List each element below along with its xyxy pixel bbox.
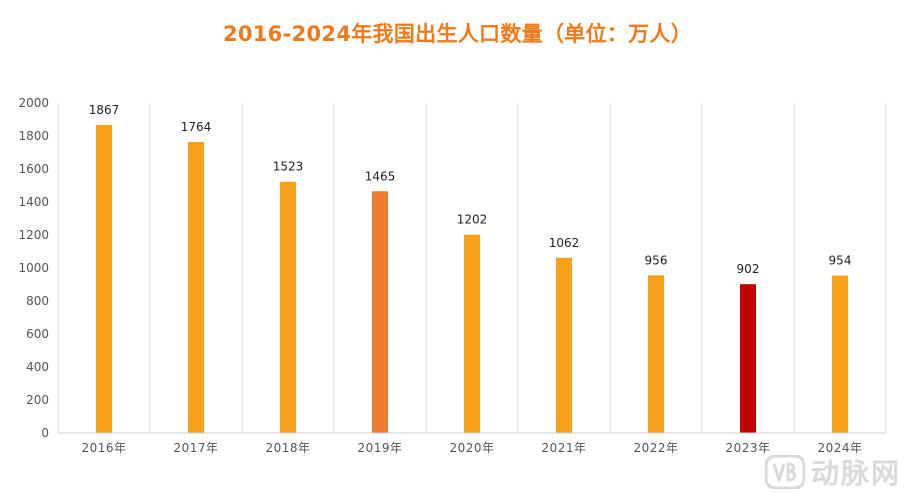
data-label: 1465: [365, 169, 396, 183]
y-tick-label: 800: [26, 294, 49, 308]
data-label: 1867: [89, 103, 120, 117]
x-tick-label: 2024年: [817, 441, 862, 455]
data-label: 1202: [457, 213, 488, 227]
bar: [556, 257, 572, 433]
x-tick-label: 2021年: [541, 441, 586, 455]
y-tick-label: 200: [26, 393, 49, 407]
data-label: 1062: [549, 236, 580, 250]
y-tick-label: 1800: [18, 129, 49, 143]
bar: [188, 141, 204, 433]
x-tick-label: 2018年: [265, 441, 310, 455]
y-tick-label: 1200: [18, 228, 49, 242]
watermark-text: 动脉网: [810, 457, 901, 490]
x-tick-label: 2016年: [81, 441, 126, 455]
vb-logo-icon: [764, 455, 805, 489]
y-tick-label: 1000: [18, 261, 49, 275]
data-label: 1764: [181, 120, 212, 134]
bar: [740, 284, 756, 433]
watermark: 动脉网: [764, 452, 901, 492]
data-label: 956: [645, 253, 668, 267]
x-tick-label: 2022年: [633, 441, 678, 455]
x-tick-label: 2020年: [449, 441, 494, 455]
y-tick-label: 2000: [18, 96, 49, 110]
y-tick-label: 600: [26, 327, 49, 341]
data-label: 902: [737, 262, 760, 276]
y-tick-label: 400: [26, 360, 49, 374]
y-tick-label: 1400: [18, 195, 49, 209]
data-labels: 1867 1764 1523 1465 1202 1062 956 902 954: [89, 103, 852, 276]
x-tick-label: 2019年: [357, 441, 402, 455]
data-label: 954: [829, 254, 852, 268]
bar: [96, 124, 112, 433]
y-axis: 0 200 400 600 800 1000 1200 1400 1600 1800 2000: [18, 96, 49, 440]
x-tick-label: 2017年: [173, 441, 218, 455]
bars: [96, 124, 848, 433]
data-label: 1523: [273, 160, 304, 174]
bar: [832, 275, 848, 433]
chart-title: 2016-2024年我国出生人口数量（单位：万人）: [222, 22, 693, 46]
grid-lines: [57, 103, 887, 433]
y-tick-label: 0: [41, 426, 49, 440]
bar: [372, 191, 388, 433]
bar: [280, 181, 296, 433]
bar: [648, 275, 664, 433]
y-tick-label: 1600: [18, 162, 49, 176]
x-tick-label: 2023年: [725, 441, 770, 455]
bar: [464, 234, 480, 433]
x-axis: 2016年 2017年 2018年 2019年 2020年 2021年 2022年 2023年…: [58, 432, 886, 455]
